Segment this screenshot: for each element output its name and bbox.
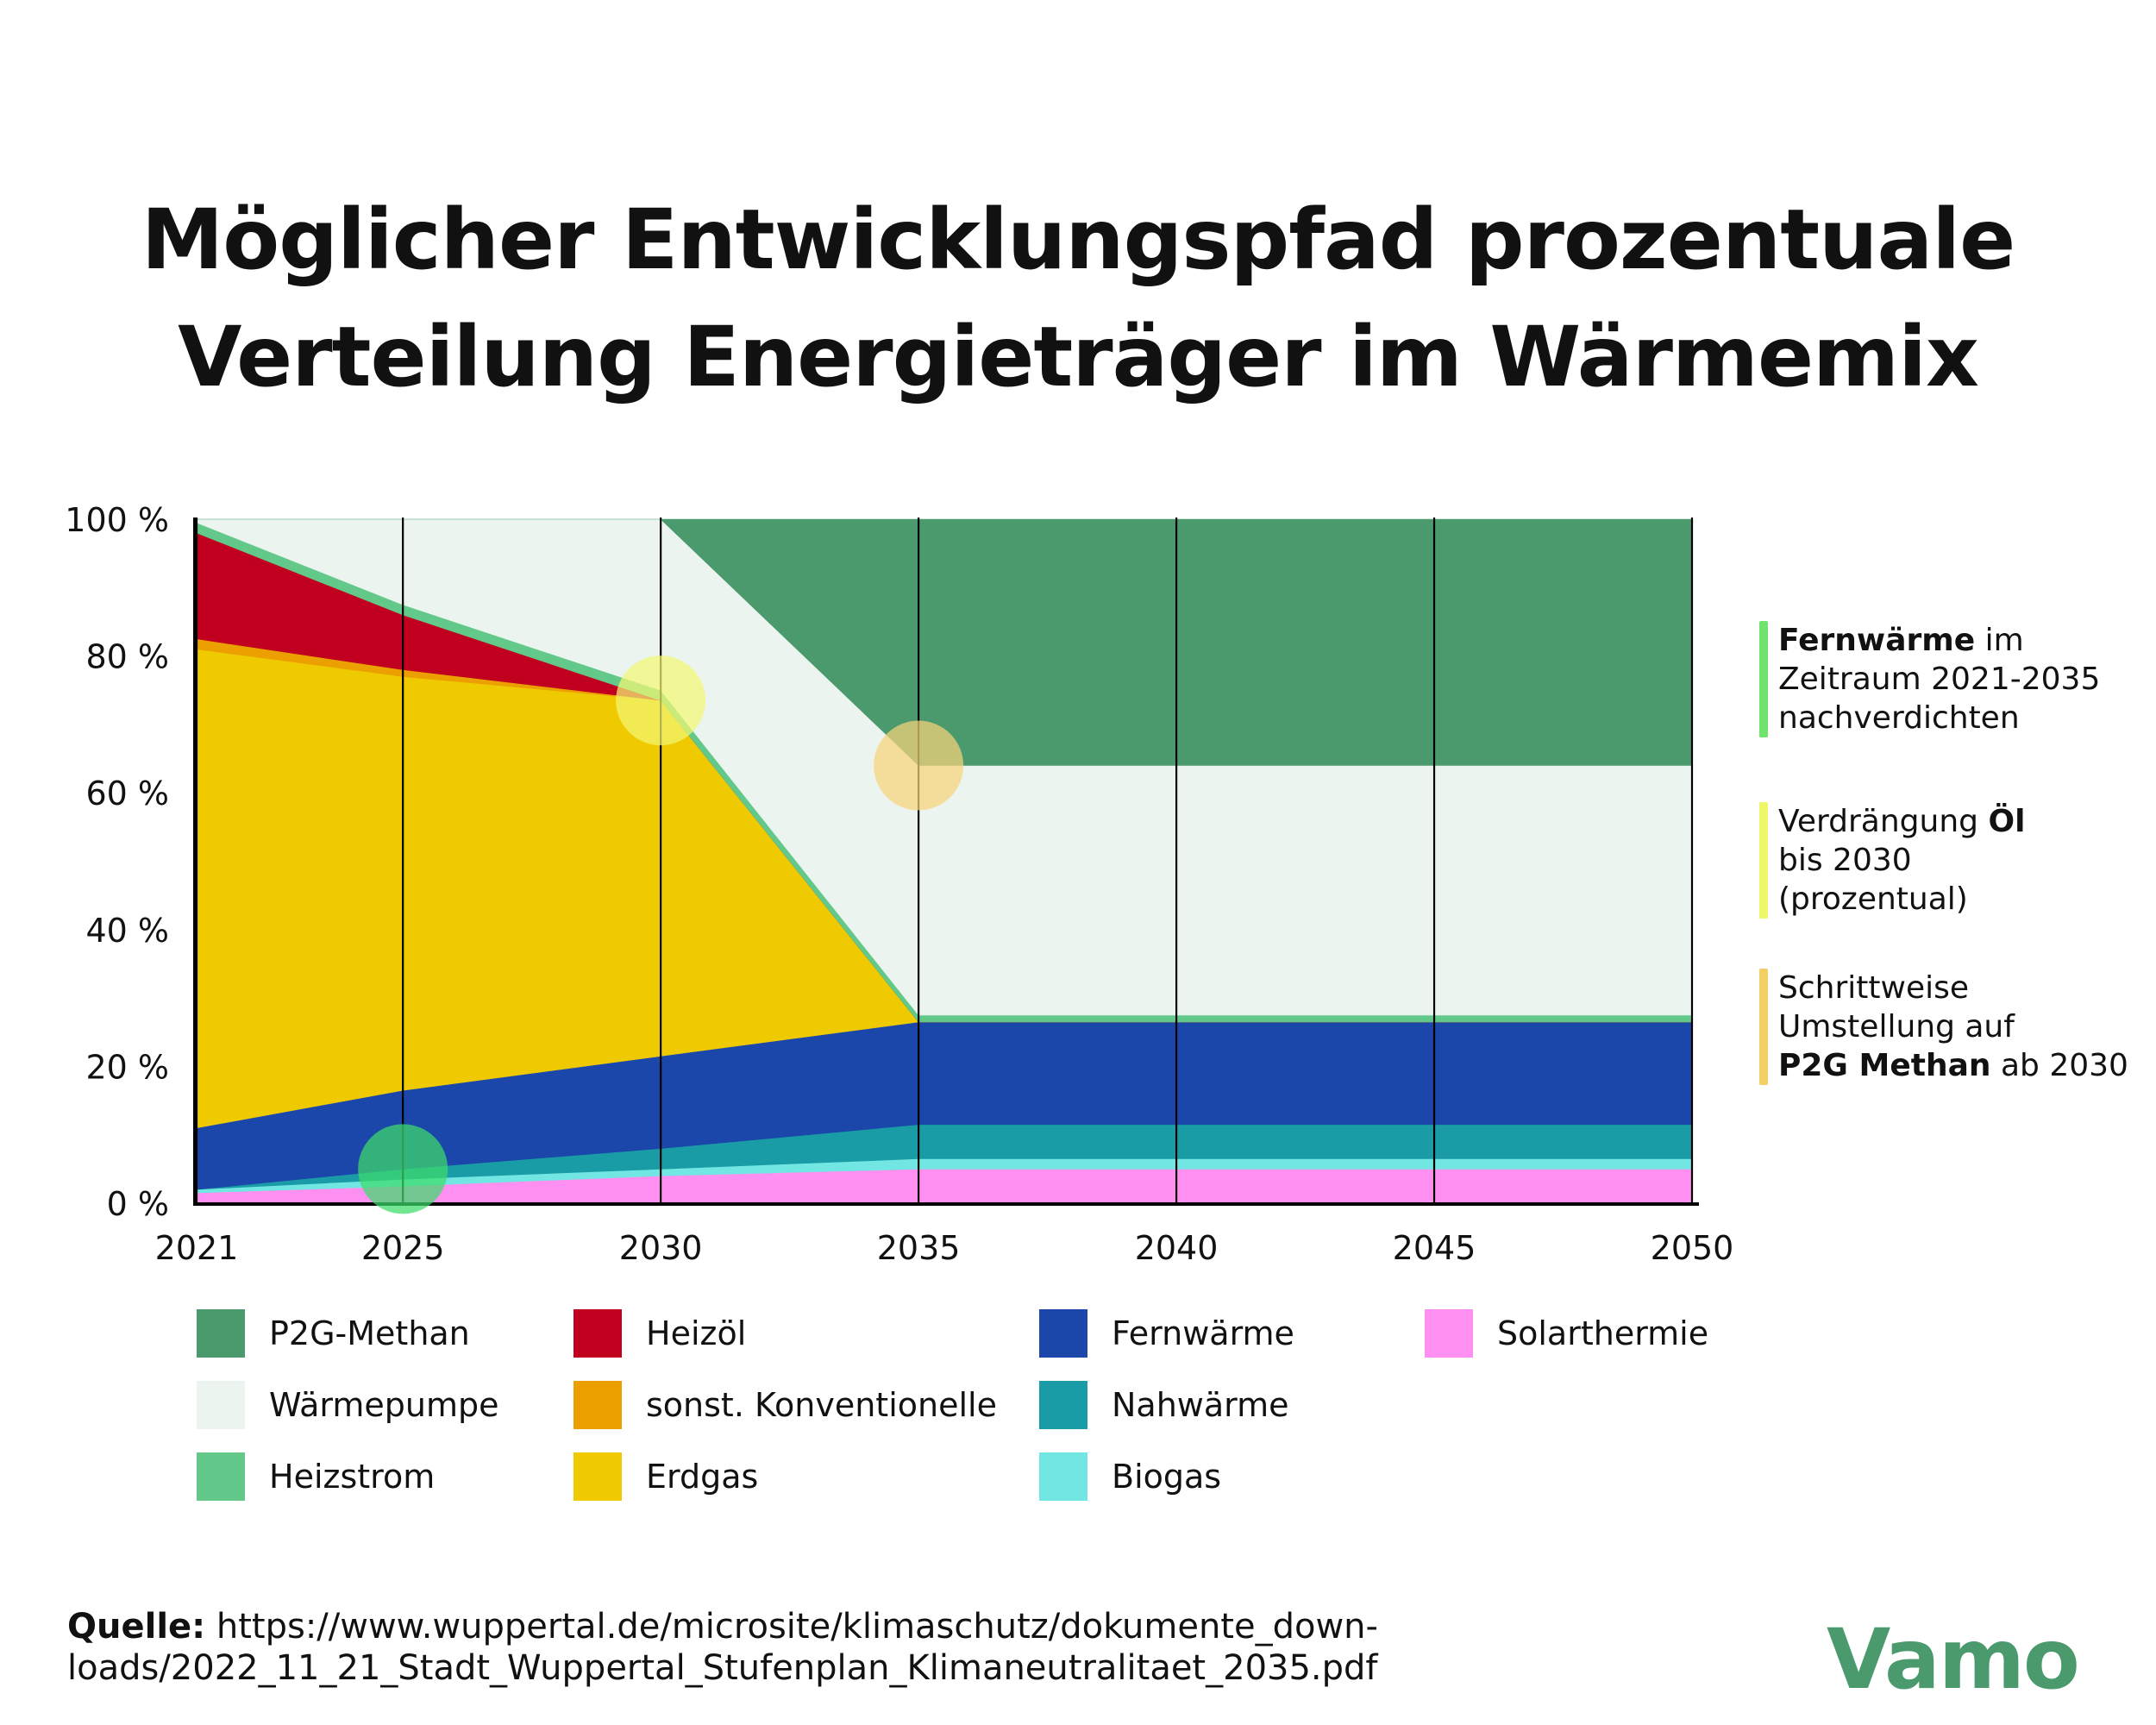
legend-label: Heizstrom	[269, 1458, 436, 1496]
annotation-line: Verdrängung Öl	[1778, 802, 2025, 841]
y-tick-label: 80 %	[85, 638, 169, 676]
annotation-text: im	[1975, 623, 2024, 658]
highlight-circle-3	[874, 720, 964, 811]
annotation-bar	[1759, 969, 1768, 1085]
annotation-text: P2G Methan	[1778, 1048, 1991, 1083]
legend-label: sonst. Konventionelle	[646, 1386, 997, 1424]
annotation-text: Öl	[1988, 804, 2026, 839]
legend-item: Biogas	[1039, 1452, 1221, 1501]
source-url-line-1: https://www.wuppertal.de/microsite/klima…	[205, 1607, 1378, 1647]
legend-swatch	[1039, 1452, 1087, 1501]
annotation-text: Schrittweise	[1778, 970, 1969, 1006]
annotation-text: Umstellung auf	[1778, 1009, 2015, 1044]
chart-title: Möglicher Entwicklungspfad prozentuale V…	[0, 181, 2156, 416]
legend-item: Fernwärme	[1039, 1309, 1294, 1358]
source-note: Quelle: https://www.wuppertal.de/microsi…	[67, 1606, 1378, 1689]
x-tick-label: 2040	[1135, 1229, 1219, 1267]
stacked-area-chart: 100 % 80 % 60 % 40 % 20 % 0 % 2021 2025 2030 2035…	[65, 501, 1734, 1267]
x-tick-label: 2050	[1651, 1229, 1734, 1267]
annotation-text: ab 2030	[1990, 1048, 2128, 1083]
legend-swatch	[1039, 1381, 1087, 1429]
y-tick-label: 20 %	[85, 1048, 169, 1086]
chart-title-line-2: Verteilung Energieträger im Wärmemix	[178, 309, 1979, 405]
annotation-text: Zeitraum 2021-2035	[1778, 662, 2101, 697]
legend-label: Fernwärme	[1112, 1314, 1294, 1352]
legend-swatch	[197, 1381, 245, 1429]
legend-item: Heizöl	[573, 1309, 746, 1358]
legend-swatch	[197, 1452, 245, 1501]
annotation-line: Fernwärme im	[1778, 621, 2100, 660]
legend-label: Heizöl	[646, 1314, 747, 1352]
legend-swatch	[1425, 1309, 1473, 1358]
legend-item: Erdgas	[573, 1452, 758, 1501]
x-tick-label: 2045	[1393, 1229, 1476, 1267]
annotation-text: Verdrängung	[1778, 804, 1989, 839]
annotation-text: nachverdichten	[1778, 700, 2020, 736]
legend-swatch	[1039, 1309, 1087, 1358]
legend-swatch	[197, 1309, 245, 1358]
y-tick-label: 60 %	[85, 775, 169, 812]
annotation-line: Schrittweise	[1778, 969, 2128, 1007]
legend-label: Biogas	[1112, 1458, 1222, 1496]
annotation-line: nachverdichten	[1778, 699, 2100, 737]
annotation-1: Fernwärme im Zeitraum 2021-2035 nachverdic…	[1759, 621, 2100, 737]
annotation-text: (prozentual)	[1778, 881, 1968, 917]
legend-item: Wärmepumpe	[197, 1381, 499, 1429]
legend-item: sonst. Konventionelle	[573, 1381, 997, 1429]
legend-item: Solarthermie	[1425, 1309, 1708, 1358]
annotation-bar	[1759, 621, 1768, 737]
x-tick-label: 2025	[361, 1229, 445, 1267]
y-tick-label: 40 %	[85, 912, 169, 950]
annotation-line: P2G Methan ab 2030	[1778, 1046, 2128, 1085]
annotation-bar	[1759, 802, 1768, 919]
source-label: Quelle:	[67, 1607, 206, 1647]
y-tick-label: 0 %	[107, 1185, 169, 1223]
y-tick-label: 100 %	[65, 501, 169, 539]
vamo-logo: Vamo	[1827, 1611, 2080, 1708]
annotation-line: bis 2030	[1778, 841, 2025, 880]
x-tick-label: 2035	[877, 1229, 961, 1267]
legend-label: P2G-Methan	[269, 1314, 470, 1352]
legend-item: Nahwärme	[1039, 1381, 1289, 1429]
highlight-circle-2	[616, 656, 706, 746]
legend-label: Solarthermie	[1497, 1314, 1709, 1352]
source-url-line-2: loads/2022_11_21_Stadt_Wuppertal_Stufenp…	[67, 1648, 1378, 1688]
annotation-3: Schrittweise Umstellung auf P2G Methan ab …	[1759, 969, 2128, 1085]
annotation-text: bis 2030	[1778, 843, 1912, 878]
legend-swatch	[573, 1452, 622, 1501]
annotation-2: Verdrängung Öl bis 2030 (prozentual)	[1759, 802, 2025, 919]
highlight-circle-1	[358, 1124, 448, 1214]
legend-swatch	[573, 1309, 622, 1358]
legend-label: Nahwärme	[1112, 1386, 1289, 1424]
x-tick-label: 2030	[619, 1229, 703, 1267]
legend-item: Heizstrom	[197, 1452, 435, 1501]
legend-label: Erdgas	[646, 1458, 759, 1496]
x-tick-label: 2021	[155, 1229, 239, 1267]
legend-swatch	[573, 1381, 622, 1429]
annotation-line: (prozentual)	[1778, 880, 2025, 919]
annotation-line: Zeitraum 2021-2035	[1778, 660, 2100, 699]
legend-item: P2G-Methan	[197, 1309, 470, 1358]
legend-label: Wärmepumpe	[269, 1386, 499, 1424]
annotation-line: Umstellung auf	[1778, 1007, 2128, 1046]
chart-title-line-1: Möglicher Entwicklungspfad prozentuale	[141, 191, 2016, 288]
annotation-text: Fernwärme	[1778, 623, 1976, 658]
